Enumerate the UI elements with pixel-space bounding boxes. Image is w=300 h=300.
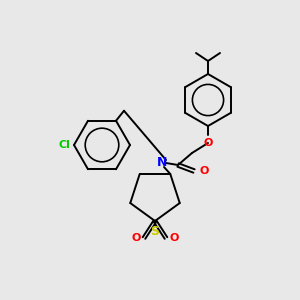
- Text: S: S: [151, 225, 160, 238]
- Text: N: N: [157, 157, 167, 169]
- Text: O: O: [169, 233, 178, 243]
- Text: O: O: [132, 233, 141, 243]
- Text: O: O: [199, 166, 208, 176]
- Text: Cl: Cl: [58, 140, 70, 150]
- Text: O: O: [203, 138, 213, 148]
